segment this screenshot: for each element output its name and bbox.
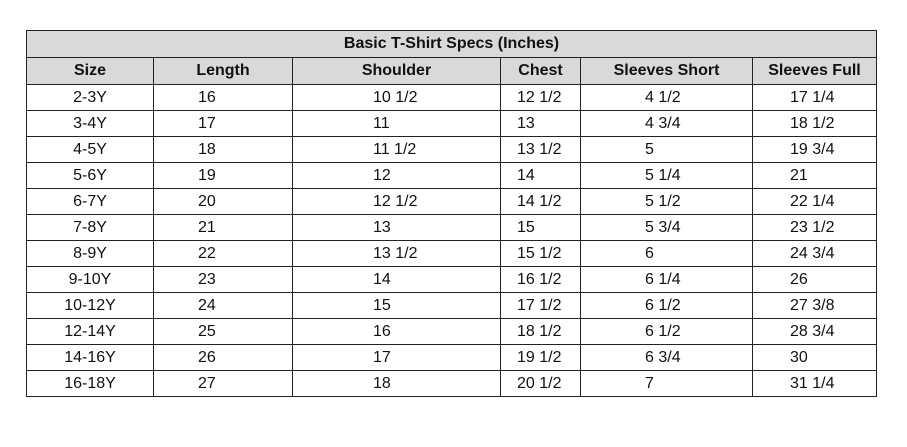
column-header: Shoulder [292,57,501,85]
table-cell: 18 [292,370,501,397]
column-header: Length [153,57,293,85]
table-cell: 4-5Y [26,136,154,163]
table-cell: 5 3/4 [580,214,753,241]
column-header: Sleeves Full [752,57,877,85]
table-cell: 6 1/4 [580,266,753,293]
table-row: 4-5Y 18 11 1/2 13 1/2 5 19 3/4 [26,136,877,163]
table-cell: 13 [500,110,581,137]
table-cell: 5 1/2 [580,188,753,215]
table-cell: 5 1/4 [580,162,753,189]
table-row: 2-3Y 16 10 1/2 12 1/2 4 1/2 17 1/4 [26,84,877,111]
table-cell: 15 [292,292,501,319]
table-cell: 18 1/2 [752,110,877,137]
table-cell: 23 1/2 [752,214,877,241]
specs-table: Basic T-Shirt Specs (Inches) Size Length S… [26,30,877,397]
table-cell: 10-12Y [26,292,154,319]
table-cell: 16 [292,318,501,345]
table-row: 6-7Y 20 12 1/2 14 1/2 5 1/2 22 1/4 [26,188,877,215]
table-cell: 6 [580,240,753,267]
table-cell: 17 [153,110,293,137]
table-cell: 6-7Y [26,188,154,215]
table-cell: 11 1/2 [292,136,501,163]
table-cell: 3-4Y [26,110,154,137]
table-row: 14-16Y 26 17 19 1/2 6 3/4 30 [26,344,877,371]
table-cell: 17 1/4 [752,84,877,111]
table-row: 3-4Y 17 11 13 4 3/4 18 1/2 [26,110,877,137]
table-cell: 6 1/2 [580,292,753,319]
table-cell: 15 [500,214,581,241]
table-cell: 9-10Y [26,266,154,293]
table-cell: 14 [500,162,581,189]
table-cell: 17 [292,344,501,371]
table-cell: 4 1/2 [580,84,753,111]
table-cell: 19 3/4 [752,136,877,163]
column-header: Size [26,57,154,85]
table-cell: 16 1/2 [500,266,581,293]
table-cell: 16-18Y [26,370,154,397]
table-row: 5-6Y 19 12 14 5 1/4 21 [26,162,877,189]
table-cell: 5-6Y [26,162,154,189]
table-cell: 13 1/2 [500,136,581,163]
table-cell: 18 [153,136,293,163]
table-cell: 21 [752,162,877,189]
table-row: 8-9Y 22 13 1/2 15 1/2 6 24 3/4 [26,240,877,267]
table-cell: 24 3/4 [752,240,877,267]
table-cell: 20 [153,188,293,215]
table-cell: 19 [153,162,293,189]
table-cell: 2-3Y [26,84,154,111]
table-cell: 26 [153,344,293,371]
table-cell: 26 [752,266,877,293]
table-cell: 30 [752,344,877,371]
table-cell: 22 [153,240,293,267]
table-cell: 7 [580,370,753,397]
table-cell: 12-14Y [26,318,154,345]
table-cell: 12 1/2 [292,188,501,215]
table-cell: 23 [153,266,293,293]
table-cell: 28 3/4 [752,318,877,345]
table-cell: 6 1/2 [580,318,753,345]
table-cell: 17 1/2 [500,292,581,319]
table-title: Basic T-Shirt Specs (Inches) [26,30,877,58]
table-row: 10-12Y 24 15 17 1/2 6 1/2 27 3/8 [26,292,877,319]
table-cell: 13 [292,214,501,241]
column-header: Sleeves Short [580,57,753,85]
table-cell: 14-16Y [26,344,154,371]
table-cell: 18 1/2 [500,318,581,345]
table-row: 16-18Y 27 18 20 1/2 7 31 1/4 [26,370,877,397]
table-cell: 4 3/4 [580,110,753,137]
table-cell: 16 [153,84,293,111]
table-cell: 27 [153,370,293,397]
table-cell: 27 3/8 [752,292,877,319]
table-cell: 5 [580,136,753,163]
table-cell: 11 [292,110,501,137]
table-cell: 19 1/2 [500,344,581,371]
table-cell: 7-8Y [26,214,154,241]
table-cell: 22 1/4 [752,188,877,215]
table-cell: 15 1/2 [500,240,581,267]
table-cell: 24 [153,292,293,319]
table-cell: 14 1/2 [500,188,581,215]
table-cell: 20 1/2 [500,370,581,397]
table-row: 9-10Y 23 14 16 1/2 6 1/4 26 [26,266,877,293]
table-cell: 31 1/4 [752,370,877,397]
table-cell: 25 [153,318,293,345]
table-cell: 21 [153,214,293,241]
table-cell: 10 1/2 [292,84,501,111]
table-cell: 12 [292,162,501,189]
table-cell: 13 1/2 [292,240,501,267]
column-header: Chest [500,57,581,85]
table-cell: 8-9Y [26,240,154,267]
table-row: 12-14Y 25 16 18 1/2 6 1/2 28 3/4 [26,318,877,345]
table-row: 7-8Y 21 13 15 5 3/4 23 1/2 [26,214,877,241]
table-cell: 14 [292,266,501,293]
table-cell: 12 1/2 [500,84,581,111]
table-cell: 6 3/4 [580,344,753,371]
